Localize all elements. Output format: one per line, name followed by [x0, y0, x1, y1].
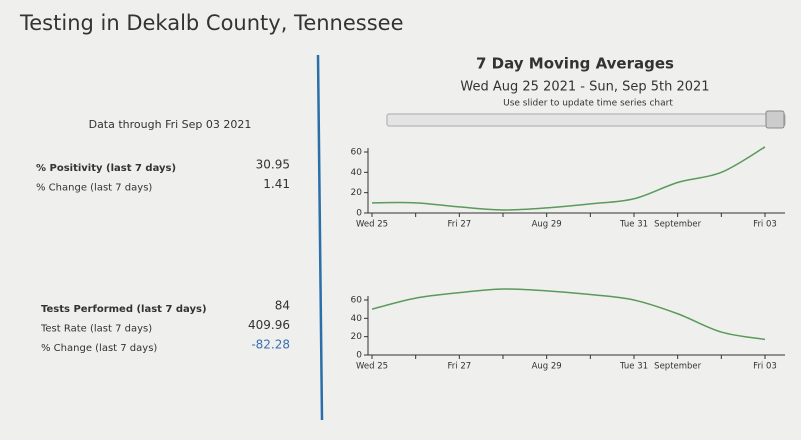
y-tick-label: 40 — [351, 168, 363, 178]
x-tick-label: Tue 31 — [619, 362, 648, 372]
x-tick-label: Fri 03 — [753, 220, 777, 230]
metric-value: 84 — [275, 299, 290, 313]
x-tick-label: September — [654, 220, 701, 230]
y-tick-label: 0 — [356, 351, 362, 361]
metric-label: % Positivity (last 7 days) — [36, 163, 176, 174]
metric-value: 30.95 — [256, 158, 290, 172]
y-tick-label: 60 — [351, 296, 363, 306]
x-tick-label: Wed 25 — [356, 362, 388, 372]
panel-title: 7 Day Moving Averages — [476, 55, 674, 73]
x-tick-label: Fri 03 — [753, 362, 777, 372]
metric-label: % Change (last 7 days) — [36, 183, 152, 194]
x-tick-label: Fri 27 — [448, 362, 472, 372]
metric-value: 409.96 — [248, 318, 290, 332]
slider-handle[interactable] — [765, 110, 785, 129]
panel-subtitle: Wed Aug 25 2021 - Sun, Sep 5th 2021 — [460, 80, 709, 95]
slider-track[interactable] — [386, 113, 786, 127]
series-line — [371, 146, 766, 211]
metric-value: 1.41 — [263, 177, 290, 191]
y-tick-label: 0 — [356, 209, 362, 219]
y-tick-label: 40 — [351, 314, 363, 324]
x-tick-label: Aug 29 — [532, 220, 562, 230]
metric-label: % Change (last 7 days) — [41, 343, 157, 354]
x-tick-label: Aug 29 — [532, 362, 562, 372]
x-tick-label: Wed 25 — [356, 220, 388, 230]
metric-label: Tests Performed (last 7 days) — [41, 304, 207, 315]
metric-label: Test Rate (last 7 days) — [40, 324, 152, 335]
x-tick-label: September — [654, 362, 701, 372]
y-tick-label: 20 — [351, 188, 363, 198]
series-line — [371, 288, 766, 341]
divider — [316, 54, 324, 421]
slider-hint: Use slider to update time series chart — [503, 99, 673, 109]
x-tick-label: Fri 27 — [448, 220, 472, 230]
data-through: Data through Fri Sep 03 2021 — [89, 118, 252, 131]
x-tick-label: Tue 31 — [619, 220, 648, 230]
y-tick-label: 60 — [351, 148, 363, 158]
metric-value: -82.28 — [251, 338, 290, 352]
page-title: Testing in Dekalb County, Tennessee — [19, 11, 404, 35]
y-tick-label: 20 — [351, 332, 363, 342]
